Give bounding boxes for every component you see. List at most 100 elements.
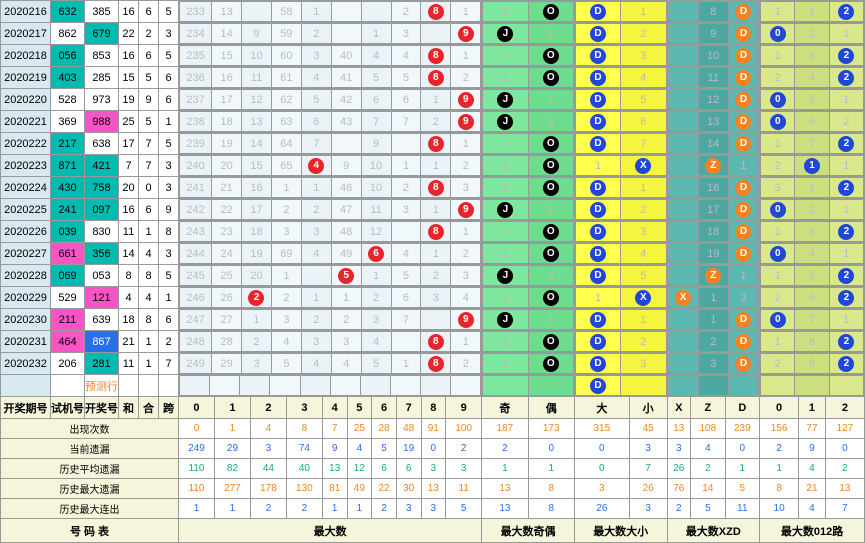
ball-D: D	[735, 136, 751, 152]
span: 5	[159, 133, 179, 155]
num-a: 862	[51, 23, 85, 45]
he: 0	[139, 177, 159, 199]
ball-8: 8	[428, 334, 444, 350]
ball-D: D	[590, 246, 606, 262]
section-title: 最大数大小	[574, 519, 667, 543]
sum: 16	[119, 1, 139, 23]
ball-J: J	[497, 114, 513, 130]
ball-D: D	[735, 224, 751, 240]
ball-J: J	[497, 26, 513, 42]
num-a: 211	[51, 309, 85, 331]
span: 3	[159, 177, 179, 199]
ball-D: D	[590, 356, 606, 372]
ball-9: 9	[458, 312, 474, 328]
ball-D: D	[590, 70, 606, 86]
col-header: D	[725, 397, 760, 419]
col-header: 大	[574, 397, 629, 419]
sum: 8	[119, 265, 139, 287]
num-a: 528	[51, 89, 85, 111]
he: 1	[139, 331, 159, 353]
num-a: 241	[51, 199, 85, 221]
span: 2	[159, 331, 179, 353]
period-cell: 2020227	[1, 243, 51, 265]
he: 6	[139, 1, 159, 23]
ball-9: 9	[458, 92, 474, 108]
col-header: 1	[799, 397, 826, 419]
ball-6: 6	[368, 246, 384, 262]
predict-label: 预测行	[85, 375, 119, 397]
period-cell: 2020219	[1, 67, 51, 89]
he: 8	[139, 309, 159, 331]
ball-D: D	[590, 180, 606, 196]
ball-8: 8	[428, 4, 444, 20]
span: 3	[159, 243, 179, 265]
sum: 16	[119, 199, 139, 221]
ball-J: J	[497, 92, 513, 108]
ball-O: O	[543, 246, 559, 262]
ball-D: D	[590, 334, 606, 350]
col-header: 1	[214, 397, 250, 419]
he: 7	[139, 133, 159, 155]
ball-O: O	[543, 158, 559, 174]
he: 7	[139, 155, 159, 177]
ball-0: 0	[770, 92, 786, 108]
ball-8: 8	[428, 48, 444, 64]
num-b: 421	[85, 155, 119, 177]
ball-D: D	[735, 246, 751, 262]
period-cell: 2020226	[1, 221, 51, 243]
num-a: 632	[51, 1, 85, 23]
ball-8: 8	[428, 136, 444, 152]
col-header: 奇	[482, 397, 528, 419]
ball-D: D	[590, 312, 606, 328]
ball-O: O	[543, 70, 559, 86]
num-b: 973	[85, 89, 119, 111]
he: 1	[139, 353, 159, 375]
sum: 17	[119, 133, 139, 155]
span: 3	[159, 23, 179, 45]
ball-D: D	[590, 268, 606, 284]
sum: 16	[119, 45, 139, 67]
col-header: 开奖号	[85, 397, 119, 419]
ball-5: 5	[338, 268, 354, 284]
sum: 19	[119, 89, 139, 111]
ball-D: D	[590, 224, 606, 240]
col-header: 3	[286, 397, 322, 419]
col-header: 合	[139, 397, 159, 419]
ball-D: D	[590, 4, 606, 20]
period-cell: 2020224	[1, 177, 51, 199]
period-cell	[1, 375, 51, 397]
ball-D: D	[735, 48, 751, 64]
ball-Z: Z	[705, 158, 721, 174]
col-header: 8	[421, 397, 446, 419]
ball-8: 8	[428, 224, 444, 240]
he: 8	[139, 265, 159, 287]
ball-D: D	[735, 180, 751, 196]
col-header: 7	[396, 397, 421, 419]
ball-2: 2	[838, 334, 854, 350]
section-title: 最大数	[179, 519, 482, 543]
sum: 25	[119, 111, 139, 133]
sum: 11	[119, 221, 139, 243]
he: 5	[139, 67, 159, 89]
span: 1	[159, 111, 179, 133]
col-header: 跨	[159, 397, 179, 419]
ball-D: D	[735, 92, 751, 108]
ball-2: 2	[838, 70, 854, 86]
sum: 7	[119, 155, 139, 177]
span: 6	[159, 89, 179, 111]
stat-label: 出现次数	[1, 419, 179, 439]
stat-label: 历史平均遗漏	[1, 459, 179, 479]
ball-D: D	[735, 202, 751, 218]
period-cell: 2020232	[1, 353, 51, 375]
ball-0: 0	[770, 202, 786, 218]
span: 5	[159, 45, 179, 67]
ball-D: D	[735, 26, 751, 42]
ball-1: 1	[804, 158, 820, 174]
ball-D: D	[590, 48, 606, 64]
ball-J: J	[497, 268, 513, 284]
sum: 22	[119, 23, 139, 45]
num-a: 206	[51, 353, 85, 375]
col-header: 6	[372, 397, 397, 419]
he: 1	[139, 221, 159, 243]
col-header: 小	[629, 397, 667, 419]
